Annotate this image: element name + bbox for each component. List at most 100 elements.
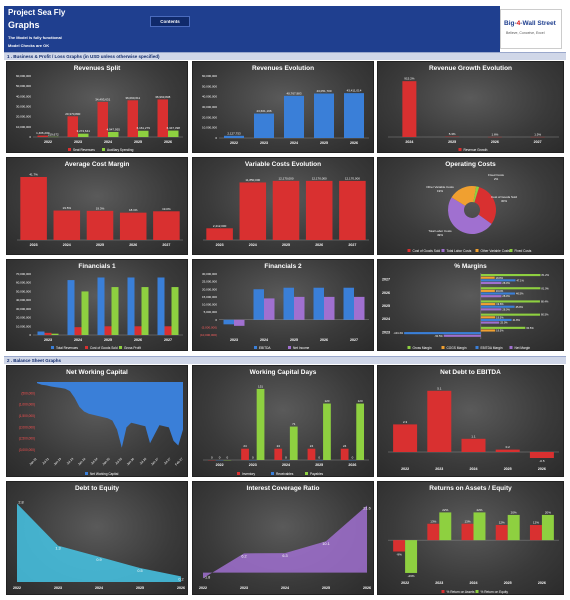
company-logo: Big-4-Wall Street Believe, Conceive, Exc… (500, 9, 562, 49)
data-label: 2,412,000 (213, 224, 227, 228)
bar (343, 287, 354, 320)
data-label: 0 (219, 456, 221, 460)
bar (480, 279, 516, 282)
x-tick-label: 2025 (320, 141, 328, 145)
variable-costs-chart: 2023 2,412,000 2024 11,850,000 2025 12,170,00… (203, 176, 369, 247)
slice-label: 19% (437, 189, 443, 193)
interest-coverage-chart: 2022 -1.8 2023 6.2 2024 6.3 2025 10.1 2026 21.6 (199, 505, 371, 590)
legend-swatch (254, 346, 257, 349)
x-tick-label: Feb-27 (174, 457, 184, 467)
x-tick-label: 2023 (30, 243, 38, 247)
bar (141, 287, 149, 335)
legend-swatch (68, 148, 71, 151)
data-label: 0 (285, 456, 287, 460)
x-tick-label: 2026 (164, 140, 172, 144)
contents-button[interactable]: Contents (150, 16, 190, 27)
bar (480, 281, 502, 285)
y-tick-label: 15,000,000 (202, 295, 217, 299)
y-tick-label: 2025 (382, 304, 390, 308)
data-label: 19.5% (496, 329, 504, 333)
bar (289, 426, 298, 460)
panel-returns: Returns on Assets / Equity 2022 -9% -26% 202… (377, 481, 564, 595)
bar (138, 130, 149, 137)
data-label: 81.0% (541, 286, 549, 290)
revenue-growth-chart: 2024 915.2% 2025 5.3% 2026 1.6% 2027 1.5% Revenu… (388, 77, 559, 152)
bar (305, 180, 333, 240)
x-tick-label: Jul-24 (90, 457, 99, 466)
chart-title: Average Cost Margin (64, 161, 130, 168)
bar (340, 448, 349, 460)
data-label: 1.3 (55, 547, 60, 551)
legend-swatch (271, 472, 274, 475)
legend-swatch (441, 346, 445, 349)
bar (480, 305, 515, 308)
y-tick-label: 40,000,000 (16, 298, 31, 302)
bar (256, 388, 265, 460)
data-label: 0.9 (96, 558, 101, 562)
y-tick-label: 50,000,000 (202, 84, 217, 88)
data-label: 12% (533, 521, 539, 525)
y-tick-label: (10,000,000) (200, 333, 217, 337)
legend-swatch (458, 148, 462, 151)
y-tick-label: 40,000,000 (16, 94, 31, 98)
x-tick-label: 2022 (13, 586, 21, 590)
chart-title: % Margins (454, 263, 487, 270)
data-label: 19.6% (496, 302, 504, 306)
x-tick-label: Jul-26 (139, 457, 148, 466)
data-label: 5.1 (437, 386, 442, 390)
data-label: 43,411,014 (347, 89, 362, 93)
x-tick-label: 2025 (136, 586, 144, 590)
chart-title: Financials 1 (78, 263, 116, 270)
y-tick-label: (3,000,000) (19, 448, 35, 452)
bar (480, 287, 541, 290)
legend-label: Gross Margin (413, 346, 432, 350)
bar (404, 332, 481, 335)
bar (480, 329, 496, 332)
panel-financials-1: Financials 1 70,000,000 60,000,000 50,000,0… (6, 259, 188, 351)
data-label: 6.2 (241, 554, 246, 558)
bar (480, 308, 502, 311)
bar (354, 296, 365, 320)
bar (81, 291, 89, 335)
bar (480, 295, 502, 298)
legend-swatch (305, 472, 308, 475)
bar (461, 438, 486, 452)
y-tick-label: 30,000,000 (202, 272, 217, 276)
x-tick-label: 2026 (134, 338, 142, 342)
legend-label: Revenue Growth (464, 148, 488, 152)
data-label: 20% (511, 510, 517, 514)
chart-title: Debt to Equity (74, 485, 120, 492)
bar (171, 287, 179, 335)
x-tick-label: 2023 (230, 338, 238, 342)
bar (480, 318, 512, 321)
data-label: 23,661,196 (256, 109, 271, 113)
data-label: 36,963,838 (155, 95, 170, 99)
y-tick-label: 70,000,000 (16, 272, 31, 276)
data-label: 0 (318, 456, 320, 460)
x-tick-label: 2027 (350, 338, 358, 342)
revenues-split-chart: 60,000,000 50,000,000 40,000,000 30,000,000… (16, 74, 183, 152)
bar (206, 228, 233, 240)
legend-swatch (475, 346, 479, 349)
data-label: 6.3 (282, 554, 287, 558)
data-label: 12,170,000 (312, 176, 327, 180)
data-label: 80.4% (541, 300, 549, 304)
x-tick-label: Jul-27 (163, 457, 172, 466)
x-tick-label: 2024 (63, 243, 71, 247)
legend-label: Total Labor Costs (447, 249, 472, 253)
section-header-bs: 2 . Balance Sheet Graphs (4, 356, 566, 364)
x-tick-label: 2024 (74, 338, 82, 342)
bar (164, 326, 172, 335)
x-tick-label: 2025 (504, 581, 512, 585)
legend-swatch (509, 346, 513, 349)
chart-title: Interest Coverage Ratio (246, 485, 320, 492)
bar (480, 316, 496, 319)
bar (153, 211, 180, 240)
chart-title: Returns on Assets / Equity (429, 485, 512, 492)
bar (223, 319, 234, 325)
x-tick-label: 2024 (405, 140, 413, 144)
bar (254, 113, 274, 138)
x-tick-label: 2027 (348, 243, 356, 247)
data-label: 19.0% (496, 289, 504, 293)
bar (480, 303, 496, 306)
